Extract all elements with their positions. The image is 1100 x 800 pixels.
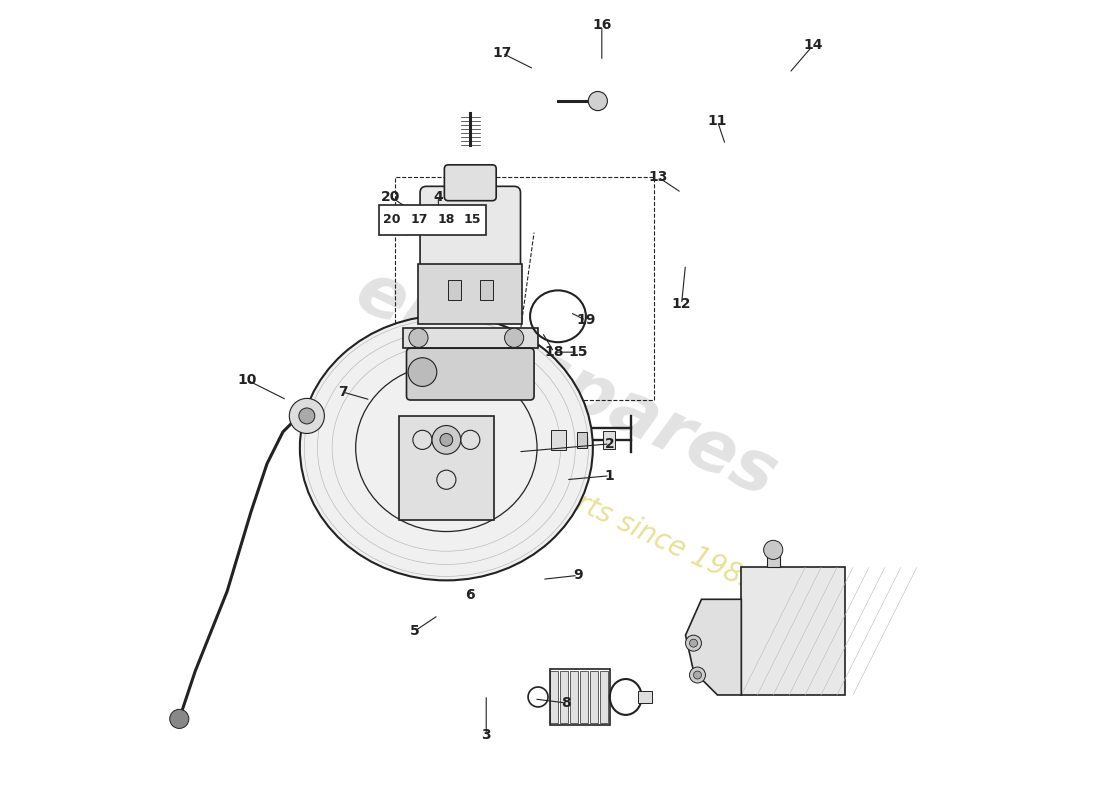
Text: 3: 3 bbox=[482, 728, 491, 742]
Circle shape bbox=[289, 398, 324, 434]
Bar bbox=[600, 671, 608, 723]
Bar bbox=[403, 328, 538, 348]
Text: eurospares: eurospares bbox=[344, 256, 788, 512]
Text: 4: 4 bbox=[433, 190, 443, 204]
Text: 9: 9 bbox=[573, 568, 583, 582]
Text: 19: 19 bbox=[576, 314, 595, 327]
Bar bbox=[767, 555, 780, 567]
Text: 2: 2 bbox=[605, 437, 615, 451]
FancyBboxPatch shape bbox=[407, 348, 535, 400]
Text: 16: 16 bbox=[592, 18, 612, 32]
Text: 7: 7 bbox=[338, 385, 348, 399]
Circle shape bbox=[693, 671, 702, 679]
Bar bbox=[378, 205, 486, 235]
Text: 12: 12 bbox=[672, 298, 691, 311]
Text: 17: 17 bbox=[493, 46, 512, 60]
Polygon shape bbox=[685, 599, 741, 695]
Text: 13: 13 bbox=[648, 170, 668, 184]
FancyBboxPatch shape bbox=[398, 416, 494, 519]
Bar bbox=[578, 432, 586, 448]
Circle shape bbox=[685, 635, 702, 651]
Circle shape bbox=[588, 91, 607, 110]
Text: 20: 20 bbox=[381, 190, 400, 204]
Text: 15: 15 bbox=[569, 345, 587, 359]
Text: 14: 14 bbox=[803, 38, 823, 52]
Circle shape bbox=[763, 540, 783, 559]
Circle shape bbox=[299, 408, 315, 424]
Text: 18: 18 bbox=[544, 345, 563, 359]
Bar bbox=[550, 671, 559, 723]
FancyBboxPatch shape bbox=[741, 567, 845, 695]
Bar bbox=[480, 281, 493, 300]
Bar bbox=[580, 671, 588, 723]
Circle shape bbox=[169, 710, 189, 729]
Bar bbox=[560, 671, 569, 723]
Bar bbox=[638, 690, 652, 703]
Circle shape bbox=[690, 667, 705, 683]
Text: 15: 15 bbox=[464, 214, 482, 226]
Text: 20: 20 bbox=[383, 214, 400, 226]
Bar bbox=[550, 669, 609, 726]
Circle shape bbox=[408, 358, 437, 386]
FancyBboxPatch shape bbox=[420, 186, 520, 271]
Bar bbox=[590, 671, 598, 723]
Circle shape bbox=[440, 434, 453, 446]
Circle shape bbox=[690, 639, 697, 647]
Circle shape bbox=[409, 328, 428, 347]
FancyBboxPatch shape bbox=[444, 165, 496, 201]
Text: a passion for parts since 1985: a passion for parts since 1985 bbox=[370, 394, 762, 597]
Bar bbox=[448, 281, 461, 300]
Text: 10: 10 bbox=[238, 373, 256, 387]
Text: 11: 11 bbox=[707, 114, 727, 128]
Bar bbox=[570, 671, 579, 723]
Ellipse shape bbox=[300, 315, 593, 580]
FancyBboxPatch shape bbox=[418, 265, 522, 324]
Text: 17: 17 bbox=[410, 214, 428, 226]
Circle shape bbox=[432, 426, 461, 454]
Text: 5: 5 bbox=[409, 624, 419, 638]
Text: 8: 8 bbox=[561, 696, 571, 710]
Text: 18: 18 bbox=[437, 214, 454, 226]
Bar bbox=[603, 431, 615, 449]
Circle shape bbox=[505, 328, 524, 347]
Text: 1: 1 bbox=[605, 469, 615, 482]
Text: 6: 6 bbox=[465, 588, 475, 602]
Bar bbox=[551, 430, 565, 450]
